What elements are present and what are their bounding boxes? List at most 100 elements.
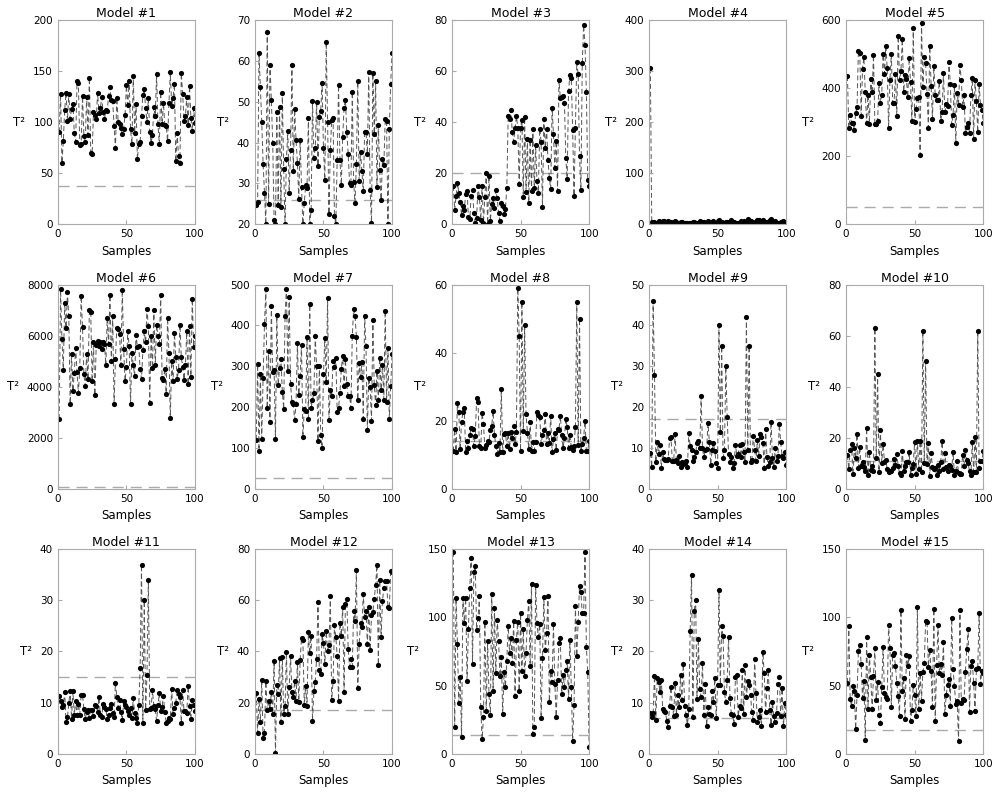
Point <box>562 634 578 646</box>
Point <box>166 326 182 339</box>
Point <box>569 649 585 662</box>
Point <box>767 716 783 729</box>
Point <box>733 450 749 463</box>
Point <box>161 711 177 724</box>
Point <box>700 417 716 430</box>
Point <box>273 353 289 365</box>
Point <box>76 129 92 142</box>
Point <box>684 217 700 229</box>
Point <box>504 431 520 444</box>
Title: Model #9: Model #9 <box>688 272 748 284</box>
Point <box>287 674 303 687</box>
Point <box>953 468 969 480</box>
Point <box>343 402 359 414</box>
Point <box>679 461 695 474</box>
Point <box>302 218 318 231</box>
Point <box>254 674 270 687</box>
Point <box>518 186 534 198</box>
Point <box>972 455 988 468</box>
Point <box>517 111 533 124</box>
Point <box>106 119 122 132</box>
Point <box>697 216 713 229</box>
Point <box>559 172 575 185</box>
Point <box>139 115 155 128</box>
Point <box>328 630 344 643</box>
Y-axis label: T²: T² <box>407 645 419 658</box>
Point <box>721 630 737 643</box>
Point <box>914 17 930 29</box>
Point <box>166 702 182 715</box>
Point <box>379 395 395 408</box>
Point <box>937 447 953 460</box>
Point <box>381 412 397 425</box>
Point <box>481 688 497 700</box>
Point <box>306 152 322 164</box>
Point <box>497 680 513 693</box>
Point <box>517 319 533 332</box>
Point <box>966 465 982 478</box>
Point <box>555 669 571 681</box>
Point <box>369 181 385 194</box>
Point <box>155 690 171 703</box>
Point <box>540 590 556 603</box>
Point <box>727 671 743 684</box>
Point <box>578 641 594 653</box>
Point <box>941 56 957 68</box>
Point <box>522 415 538 428</box>
Point <box>252 368 268 380</box>
Point <box>718 216 734 229</box>
Point <box>716 444 732 457</box>
Point <box>886 96 902 109</box>
Point <box>166 77 182 90</box>
Point <box>693 690 709 703</box>
Point <box>105 310 121 322</box>
Point <box>856 51 872 64</box>
Point <box>59 114 75 127</box>
Point <box>867 642 883 654</box>
Point <box>79 91 95 103</box>
Point <box>547 427 563 440</box>
Point <box>964 71 980 84</box>
Point <box>471 191 487 203</box>
Point <box>543 665 559 677</box>
Point <box>770 449 786 462</box>
Point <box>660 721 676 734</box>
Point <box>758 422 774 435</box>
Point <box>348 564 364 576</box>
Point <box>182 320 198 333</box>
Point <box>562 69 578 82</box>
Point <box>581 434 597 447</box>
Point <box>370 658 386 671</box>
Point <box>674 216 690 229</box>
Point <box>176 115 192 128</box>
Point <box>670 688 686 701</box>
Title: Model #4: Model #4 <box>688 7 748 20</box>
Point <box>563 72 579 85</box>
Point <box>121 75 137 87</box>
Point <box>484 420 500 433</box>
Point <box>963 468 979 481</box>
Point <box>857 733 873 746</box>
Point <box>753 214 769 227</box>
Point <box>102 81 118 94</box>
Point <box>110 701 126 714</box>
Point <box>673 669 689 681</box>
Point <box>581 741 597 754</box>
Title: Model #8: Model #8 <box>490 272 551 284</box>
Point <box>734 217 750 229</box>
Point <box>118 701 134 714</box>
Point <box>280 708 296 721</box>
Point <box>303 629 319 642</box>
Point <box>314 441 330 454</box>
Point <box>254 116 270 129</box>
Point <box>324 390 340 403</box>
Point <box>529 405 545 418</box>
Point <box>645 295 661 307</box>
Point <box>685 454 701 467</box>
Point <box>77 380 93 392</box>
Point <box>959 643 975 656</box>
Point <box>53 695 69 707</box>
Point <box>482 214 498 227</box>
Point <box>259 402 275 414</box>
Point <box>351 638 367 650</box>
